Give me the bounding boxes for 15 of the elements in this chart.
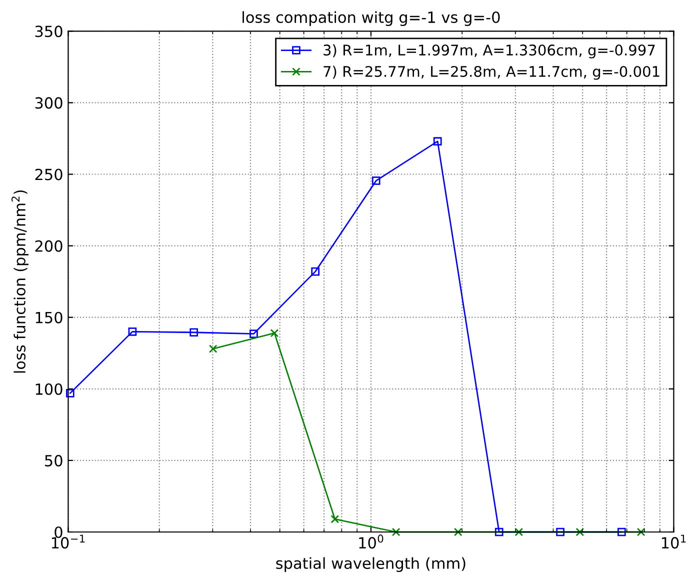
y-axis-title: loss function (ppm/nm$^{2}$) <box>12 190 28 373</box>
y-tick-label: 350 <box>35 26 62 38</box>
y-tick-label: 150 <box>36 312 62 324</box>
x-tick-label: 10$^{0}$ <box>359 534 384 549</box>
legend-label: 7) R=25.77m, L=25.8m, A=11.7cm, g=-0.001 <box>324 66 660 80</box>
legend-label: 3) R=1m, L=1.997m, A=1.3306cm, g=-0.997 <box>324 44 655 58</box>
y-tick-label: 0 <box>54 526 62 538</box>
y-tick-label: 300 <box>35 97 62 109</box>
x-tick-label: 10$^{1}$ <box>662 534 686 549</box>
y-tick-label: 250 <box>35 168 62 180</box>
chart-title: loss compation witg g=-1 vs g=-0 <box>242 11 500 26</box>
y-tick-label: 50 <box>45 454 62 466</box>
y-tick-label: 200 <box>35 240 62 252</box>
y-tick-label: 100 <box>36 383 62 395</box>
x-axis-title: spatial wavelength (mm) <box>276 557 466 572</box>
